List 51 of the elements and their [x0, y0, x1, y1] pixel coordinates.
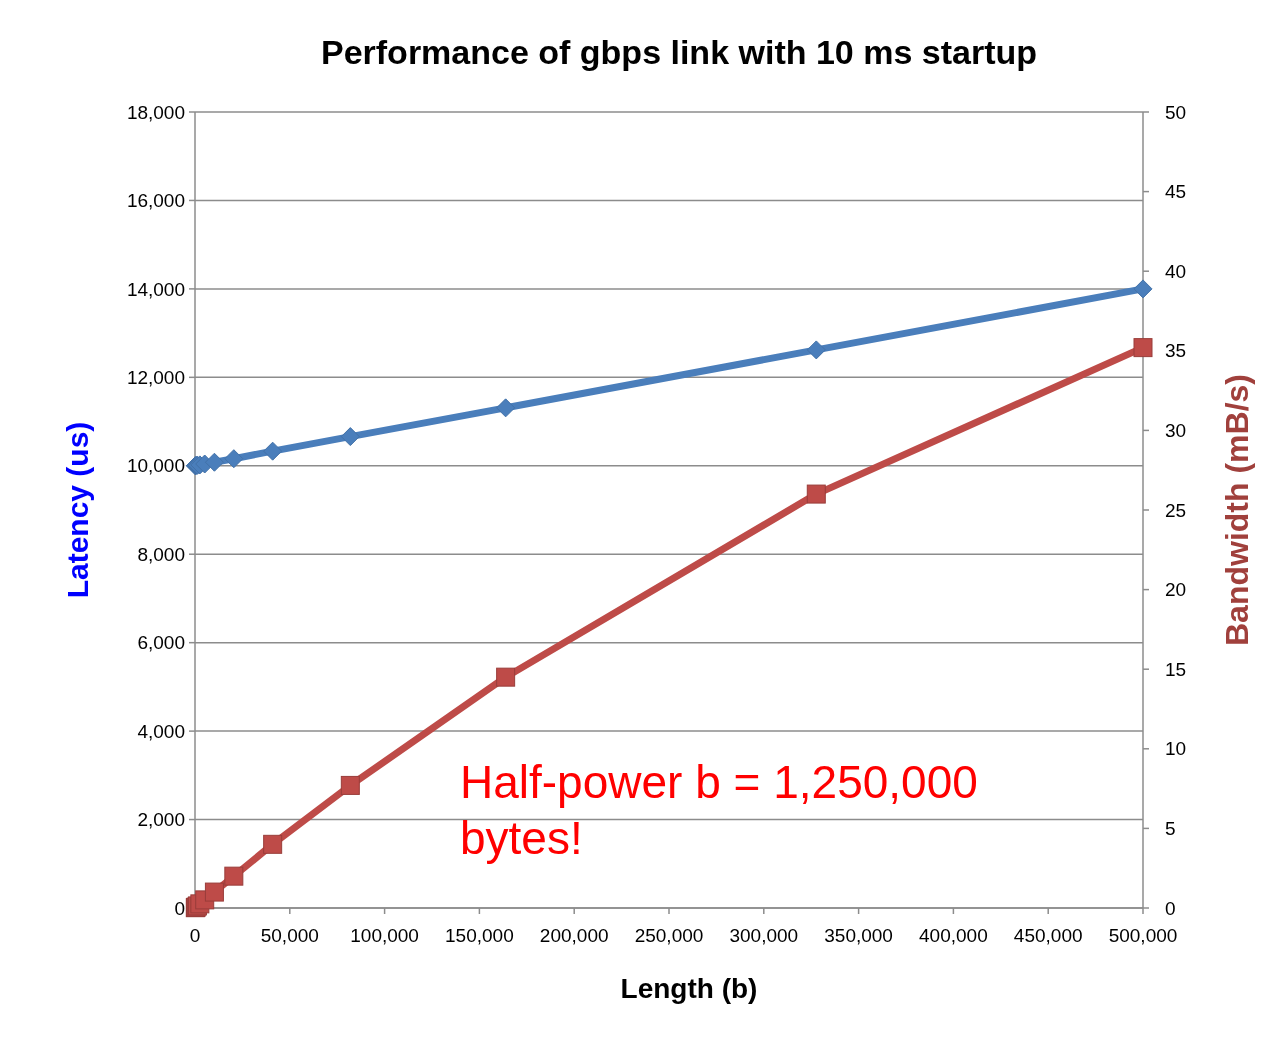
x-tick-label: 400,000	[919, 925, 988, 946]
y-tick-label: 8,000	[137, 543, 185, 565]
x-tick-label: 150,000	[445, 925, 514, 946]
point	[340, 427, 360, 447]
y-axis-title: Latency (us)	[61, 421, 94, 599]
x-tick-label: 100,000	[350, 925, 419, 946]
x-tick-label: 0	[189, 925, 201, 946]
point	[263, 834, 283, 854]
point	[496, 667, 516, 687]
point	[806, 340, 826, 360]
point	[1133, 338, 1153, 358]
y-tick-label: 6,000	[137, 632, 185, 654]
point	[1133, 279, 1153, 299]
point	[340, 775, 360, 795]
y-tick-label: 18,000	[126, 101, 185, 123]
point	[204, 882, 224, 902]
x-axis-title: Length (b)	[620, 973, 758, 1004]
y2-tick-label: 45	[1165, 181, 1187, 203]
y2-tick-label: 5	[1165, 818, 1176, 840]
point	[496, 398, 516, 418]
y2-tick-label: 15	[1165, 658, 1187, 680]
x-tick-label: 300,000	[729, 925, 799, 946]
y2-axis-title: Bandwidth (mB/s)	[1219, 374, 1255, 646]
y2-tick-label: 30	[1165, 420, 1187, 442]
annotation: Half-power b = 1,250,000 bytes!	[460, 756, 978, 864]
y-tick-label: 14,000	[126, 278, 185, 300]
y-tick-label: 0	[174, 897, 185, 919]
y-tick-label: 16,000	[126, 190, 185, 212]
x-tick-label: 450,000	[1013, 925, 1083, 946]
x-tick-label: 500,000	[1108, 925, 1178, 946]
point	[204, 452, 224, 472]
y2-tick-label: 50	[1165, 101, 1187, 123]
y-tick-label: 2,000	[137, 809, 185, 831]
y-tick-label: 4,000	[137, 720, 185, 742]
point	[806, 484, 826, 504]
y2-tick-label: 20	[1165, 579, 1187, 601]
y-tick-label: 10,000	[126, 455, 185, 477]
y2-tick-label: 40	[1165, 260, 1187, 282]
y2-tick-label: 25	[1165, 499, 1187, 521]
point	[224, 449, 244, 469]
x-tick-label: 350,000	[824, 925, 893, 946]
point	[224, 866, 244, 886]
point	[263, 441, 283, 461]
y2-tick-label: 0	[1165, 897, 1176, 919]
x-tick-label: 200,000	[539, 925, 609, 946]
y2-tick-label: 35	[1165, 340, 1187, 362]
y-tick-label: 12,000	[126, 366, 185, 388]
x-tick-label: 250,000	[634, 925, 704, 946]
y2-tick-label: 10	[1165, 738, 1187, 760]
x-tick-label: 50,000	[260, 925, 319, 946]
chart-title: Performance of gbps link with 10 ms startup	[320, 33, 1038, 71]
